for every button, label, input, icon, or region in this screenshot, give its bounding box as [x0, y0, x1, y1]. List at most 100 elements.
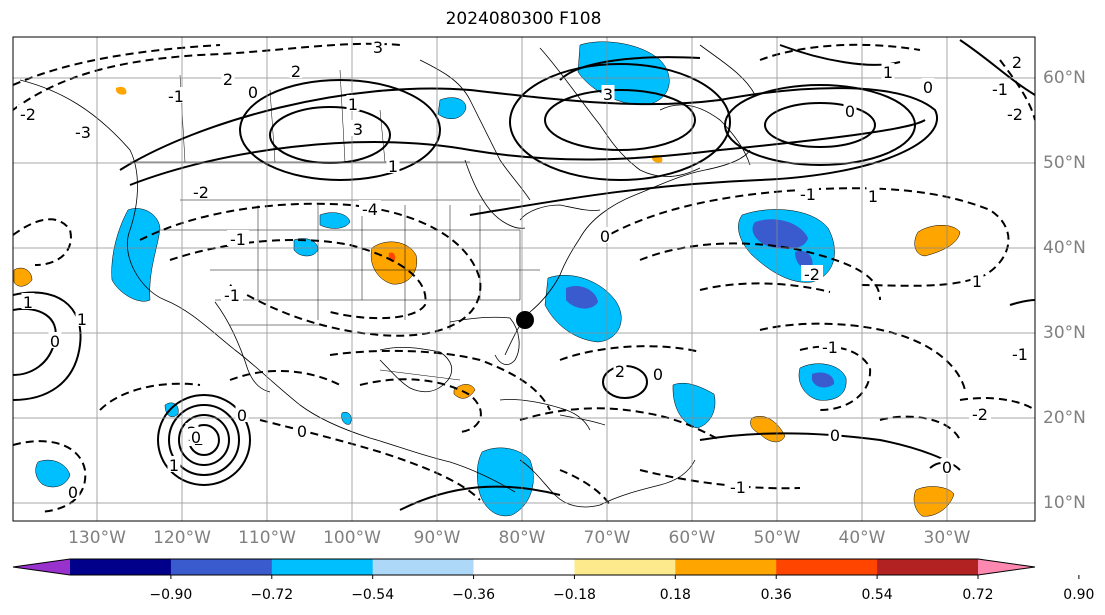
- contour-label-background: [48, 332, 62, 348]
- contour-label-background: [227, 230, 249, 246]
- contour-label: 0: [830, 426, 840, 445]
- contour-label: 2: [615, 362, 625, 381]
- colorbar-tick-label: −0.90: [149, 587, 193, 603]
- colorbar-segment: [170, 559, 273, 575]
- contour-label: 2: [1012, 53, 1022, 72]
- positive-anomaly-area: [913, 486, 955, 517]
- contour-label-background: [246, 83, 260, 99]
- positive-anomaly-area: [13, 267, 33, 287]
- graticule: [13, 37, 1035, 521]
- latitude-label: 20°N: [1043, 408, 1086, 428]
- contour-label-background: [165, 87, 187, 103]
- contour-label-background: [843, 102, 857, 118]
- contour-label: 1: [77, 310, 87, 329]
- contour-label: -2: [972, 405, 988, 424]
- negative-anomaly-area: [437, 97, 467, 120]
- map-frame: [12, 36, 1036, 522]
- longitude-label: 110°W: [238, 528, 296, 548]
- contour-label: 2: [291, 62, 301, 81]
- colorbar-tick-label: 0.72: [962, 587, 994, 603]
- contour-label-background: [797, 185, 819, 201]
- contour-label-background: [921, 78, 935, 94]
- negative-anomaly-area: [795, 250, 813, 270]
- colorbar-tick-label: −0.18: [552, 587, 596, 603]
- contour-label-background: [359, 200, 381, 216]
- contour-label: 0: [653, 365, 663, 384]
- contour-label-background: [371, 38, 385, 54]
- contour-label: -2: [20, 105, 36, 124]
- contour-label: 1: [169, 456, 179, 475]
- contour-label-background: [613, 362, 627, 378]
- contour-label-background: [601, 85, 615, 101]
- contour-label: -1: [1012, 345, 1028, 364]
- colorbar-segment: [675, 559, 777, 575]
- contour-label: 1: [972, 272, 982, 291]
- negative-anomaly-area: [544, 274, 622, 343]
- contour-label-background: [828, 426, 842, 442]
- longitude-label: 130°W: [68, 528, 126, 548]
- latitude-label: 60°N: [1043, 68, 1086, 88]
- colorbar-tick-label: 0.18: [659, 587, 691, 603]
- positive-anomaly-area: [370, 241, 418, 285]
- colorbar-outline: [12, 558, 1036, 576]
- contour-label-background: [1009, 345, 1031, 361]
- colorbar-segment: [70, 559, 172, 575]
- storm-position-marker: [516, 311, 534, 329]
- contour-label: -1: [168, 87, 184, 106]
- colorbar-extend-low: [13, 559, 70, 575]
- contour-label-background: [866, 187, 880, 203]
- contour-label: -1: [730, 478, 746, 497]
- contour-label-background: [351, 120, 365, 136]
- colorbar-tick-label: 0.36: [760, 587, 792, 603]
- negative-contours: [13, 42, 1035, 513]
- contour-label: 1: [23, 293, 33, 312]
- longitude-label: 90°W: [413, 528, 461, 548]
- contour-label: -1: [992, 80, 1008, 99]
- colorbar-segment: [473, 559, 575, 575]
- negative-anomaly-area: [319, 212, 351, 229]
- contour-label-background: [21, 293, 35, 309]
- contour-label: -4: [362, 200, 378, 219]
- latitude-label: 40°N: [1043, 238, 1086, 258]
- negative-anomaly-area: [35, 459, 71, 488]
- latitude-label: 50°N: [1043, 153, 1086, 173]
- contour-label: 0: [845, 102, 855, 121]
- contour-label: -1: [822, 338, 838, 357]
- colorbar-tick-label: −0.54: [351, 587, 395, 603]
- colorbar-segment: [776, 559, 878, 575]
- contour-label-background: [989, 80, 1011, 96]
- contour-label-background: [386, 157, 400, 173]
- coastlines: [19, 44, 756, 508]
- contour-label: 0: [191, 428, 201, 447]
- contour-label-background: [189, 428, 203, 444]
- colorbar-tick-label: −0.72: [250, 587, 294, 603]
- longitude-label: 120°W: [153, 528, 211, 548]
- contour-label: 0: [297, 422, 307, 441]
- contour-label: 0: [50, 332, 60, 351]
- contour-label-background: [1010, 53, 1024, 69]
- colorbar-segment: [574, 559, 676, 575]
- longitude-label: 50°W: [753, 528, 801, 548]
- longitude-label: 30°W: [923, 528, 971, 548]
- contour-label-background: [970, 272, 984, 288]
- contour-label: 2: [223, 70, 233, 89]
- positive-anomaly-area: [914, 225, 961, 257]
- contour-label: 1: [388, 157, 398, 176]
- longitude-label: 100°W: [323, 528, 381, 548]
- contour-label: -1: [224, 286, 240, 305]
- contour-label-background: [75, 310, 89, 326]
- contour-label: 0: [237, 406, 247, 425]
- contour-label-background: [346, 95, 360, 111]
- negative-anomaly-area: [752, 219, 808, 250]
- colorbar-tick-label: −0.36: [452, 587, 495, 603]
- contour-label-background: [819, 338, 841, 354]
- contour-label-background: [598, 227, 612, 243]
- colorbar-tick-label: 0.54: [861, 587, 893, 603]
- negative-anomaly-area: [672, 382, 716, 429]
- negative-anomaly-area: [577, 41, 670, 105]
- contour-label: -2: [193, 183, 209, 202]
- colorbar: [12, 558, 1080, 579]
- colorbar-segment: [372, 559, 475, 575]
